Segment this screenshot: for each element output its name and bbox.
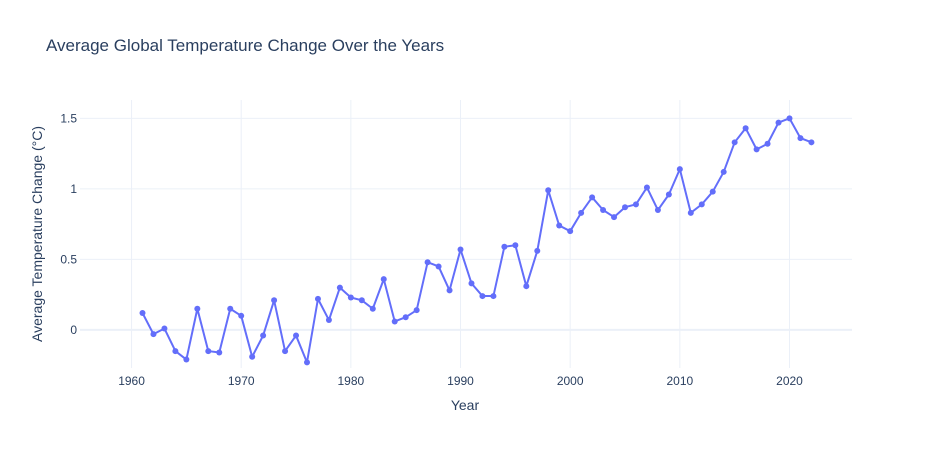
data-point[interactable] bbox=[150, 331, 157, 338]
y-tick-label: 1.5 bbox=[60, 111, 77, 125]
data-point[interactable] bbox=[545, 187, 552, 194]
y-tick-label: 1 bbox=[70, 182, 77, 196]
data-point[interactable] bbox=[490, 293, 497, 300]
y-tick-label: 0 bbox=[70, 323, 77, 337]
data-point[interactable] bbox=[567, 228, 574, 235]
data-point[interactable] bbox=[731, 139, 738, 146]
data-point[interactable] bbox=[303, 359, 310, 366]
x-tick-label: 2000 bbox=[557, 374, 584, 388]
data-point[interactable] bbox=[534, 247, 541, 254]
data-point[interactable] bbox=[622, 204, 629, 211]
data-point[interactable] bbox=[742, 125, 749, 132]
data-point[interactable] bbox=[435, 263, 442, 270]
data-point[interactable] bbox=[479, 293, 486, 300]
chart-title: Average Global Temperature Change Over t… bbox=[46, 36, 444, 55]
data-point[interactable] bbox=[325, 317, 332, 324]
data-point[interactable] bbox=[183, 356, 190, 363]
data-point[interactable] bbox=[260, 332, 267, 339]
data-point[interactable] bbox=[413, 307, 420, 314]
data-point[interactable] bbox=[720, 168, 727, 175]
data-point[interactable] bbox=[380, 276, 387, 283]
data-point[interactable] bbox=[227, 305, 234, 312]
data-point[interactable] bbox=[676, 166, 683, 173]
data-point[interactable] bbox=[314, 295, 321, 302]
data-point[interactable] bbox=[643, 184, 650, 191]
data-point[interactable] bbox=[347, 294, 354, 301]
data-point[interactable] bbox=[139, 309, 146, 316]
data-point[interactable] bbox=[611, 214, 618, 221]
data-point[interactable] bbox=[654, 207, 661, 214]
data-point[interactable] bbox=[709, 188, 716, 195]
x-axis-title: Year bbox=[451, 397, 480, 413]
data-point[interactable] bbox=[369, 305, 376, 312]
x-tick-label: 1980 bbox=[338, 374, 365, 388]
data-point[interactable] bbox=[512, 242, 519, 249]
data-point[interactable] bbox=[753, 146, 760, 153]
data-point[interactable] bbox=[523, 283, 530, 290]
data-point[interactable] bbox=[446, 287, 453, 294]
data-point[interactable] bbox=[172, 348, 179, 355]
data-point[interactable] bbox=[358, 297, 365, 304]
data-point[interactable] bbox=[698, 201, 705, 208]
data-point[interactable] bbox=[194, 305, 201, 312]
data-point[interactable] bbox=[600, 207, 607, 214]
data-point[interactable] bbox=[468, 280, 475, 287]
data-point[interactable] bbox=[578, 209, 585, 216]
x-axis-ticks: 1960 1970 1980 1990 2000 2010 2020 bbox=[118, 374, 803, 388]
data-point[interactable] bbox=[238, 312, 245, 319]
data-point[interactable] bbox=[764, 140, 771, 147]
data-point[interactable] bbox=[797, 135, 804, 142]
data-point[interactable] bbox=[391, 318, 398, 325]
y-tick-label: 0.5 bbox=[60, 252, 77, 266]
data-point[interactable] bbox=[665, 191, 672, 198]
y-axis-title: Average Temperature Change (°C) bbox=[29, 126, 45, 342]
data-point[interactable] bbox=[556, 222, 563, 229]
data-point[interactable] bbox=[687, 209, 694, 216]
series-layer bbox=[139, 115, 815, 366]
data-point[interactable] bbox=[336, 284, 343, 291]
data-point[interactable] bbox=[293, 332, 300, 339]
data-point[interactable] bbox=[501, 243, 508, 250]
y-axis-ticks: 0 0.5 1 1.5 bbox=[60, 111, 77, 337]
data-point[interactable] bbox=[808, 139, 815, 146]
x-tick-label: 1960 bbox=[118, 374, 145, 388]
x-tick-label: 1990 bbox=[447, 374, 474, 388]
x-tick-label: 1970 bbox=[228, 374, 255, 388]
data-point[interactable] bbox=[271, 297, 278, 304]
data-point[interactable] bbox=[216, 349, 223, 356]
data-point[interactable] bbox=[424, 259, 431, 266]
data-point[interactable] bbox=[249, 353, 256, 360]
data-point[interactable] bbox=[205, 348, 212, 355]
x-tick-label: 2010 bbox=[666, 374, 693, 388]
data-point[interactable] bbox=[282, 348, 289, 355]
data-point[interactable] bbox=[457, 246, 464, 253]
data-point[interactable] bbox=[775, 119, 782, 126]
data-point[interactable] bbox=[589, 194, 596, 201]
data-point[interactable] bbox=[632, 201, 639, 208]
series-line bbox=[141, 117, 812, 364]
x-tick-label: 2020 bbox=[776, 374, 803, 388]
data-point[interactable] bbox=[161, 325, 168, 332]
data-point[interactable] bbox=[786, 115, 793, 122]
data-point[interactable] bbox=[402, 314, 409, 321]
